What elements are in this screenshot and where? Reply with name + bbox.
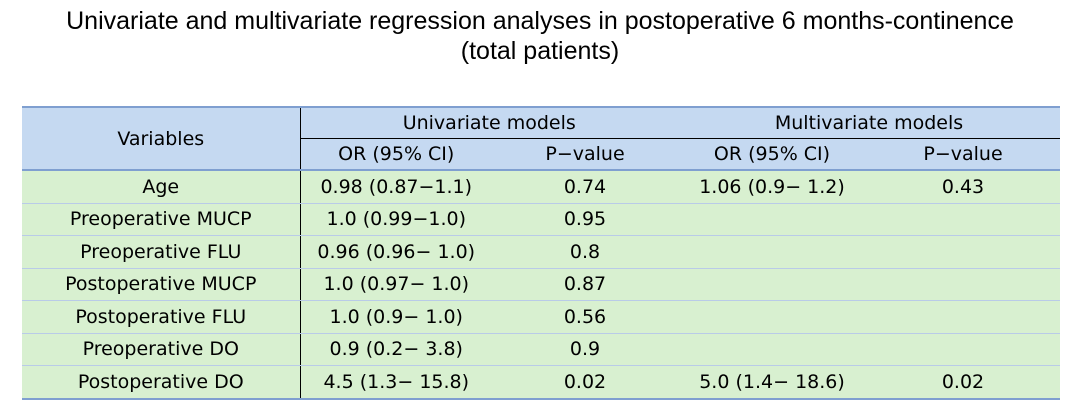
table-row: Preoperative MUCP 1.0 (0.99−1.0) 0.95	[22, 203, 1060, 236]
cell-uni-p: 0.02	[492, 365, 678, 400]
cell-multi-p	[866, 300, 1060, 334]
cell-multi-or	[678, 300, 866, 334]
header-multi-p: P−value	[866, 138, 1060, 171]
header-multi-or: OR (95% CI)	[678, 138, 866, 171]
cell-multi-p	[866, 333, 1060, 366]
regression-table: Variables Univariate models Multivariate…	[22, 106, 1060, 400]
table-row: Postoperative FLU 1.0 (0.9− 1.0) 0.56	[22, 300, 1060, 334]
cell-variable: Age	[22, 170, 301, 204]
cell-multi-p	[866, 268, 1060, 301]
table-body: Age 0.98 (0.87−1.1) 0.74 1.06 (0.9− 1.2) 0.4…	[22, 170, 1060, 400]
title-line-2: (total patients)	[460, 37, 620, 65]
cell-multi-or: 5.0 (1.4− 18.6)	[678, 365, 866, 400]
cell-uni-or: 0.9 (0.2− 3.8)	[299, 333, 492, 366]
table-header: Variables Univariate models Multivariate…	[22, 106, 1060, 171]
page-title: Univariate and multivariate regression a…	[0, 6, 1080, 66]
cell-multi-or	[678, 235, 866, 269]
table-row: Preoperative DO 0.9 (0.2− 3.8) 0.9	[22, 333, 1060, 366]
cell-variable: Postoperative MUCP	[22, 268, 301, 301]
cell-uni-p: 0.87	[492, 268, 678, 301]
cell-variable: Preoperative DO	[22, 333, 301, 366]
cell-uni-or: 1.0 (0.97− 1.0)	[299, 268, 492, 301]
header-uni-or: OR (95% CI)	[299, 138, 492, 171]
cell-multi-or	[678, 268, 866, 301]
table-row: Age 0.98 (0.87−1.1) 0.74 1.06 (0.9− 1.2) 0.4…	[22, 170, 1060, 204]
table-row: Postoperative DO 4.5 (1.3− 15.8) 0.02 5.0 (…	[22, 365, 1060, 400]
cell-uni-or: 1.0 (0.99−1.0)	[299, 203, 492, 236]
cell-uni-p: 0.9	[492, 333, 678, 366]
cell-variable: Preoperative FLU	[22, 235, 301, 269]
cell-uni-or: 4.5 (1.3− 15.8)	[299, 365, 492, 400]
cell-multi-or: 1.06 (0.9− 1.2)	[678, 170, 866, 204]
table-row: Postoperative MUCP 1.0 (0.97− 1.0) 0.87	[22, 268, 1060, 301]
cell-uni-p: 0.95	[492, 203, 678, 236]
header-uni-p: P−value	[492, 138, 678, 171]
cell-variable: Postoperative DO	[22, 365, 301, 400]
header-variables: Variables	[22, 106, 300, 171]
cell-multi-p: 0.43	[866, 170, 1060, 204]
title-line-1: Univariate and multivariate regression a…	[66, 7, 1014, 35]
header-multivariate: Multivariate models	[678, 106, 1060, 139]
table-row: Preoperative FLU 0.96 (0.96− 1.0) 0.8	[22, 235, 1060, 269]
cell-uni-p: 0.74	[492, 170, 678, 204]
cell-multi-p	[866, 235, 1060, 269]
cell-multi-or	[678, 333, 866, 366]
cell-uni-or: 0.96 (0.96− 1.0)	[299, 235, 492, 269]
header-univariate: Univariate models	[299, 106, 678, 139]
cell-multi-or	[678, 203, 866, 236]
cell-uni-p: 0.56	[492, 300, 678, 334]
cell-multi-p: 0.02	[866, 365, 1060, 400]
cell-uni-p: 0.8	[492, 235, 678, 269]
cell-variable: Preoperative MUCP	[22, 203, 301, 236]
cell-uni-or: 1.0 (0.9− 1.0)	[299, 300, 492, 334]
cell-uni-or: 0.98 (0.87−1.1)	[299, 170, 492, 204]
cell-multi-p	[866, 203, 1060, 236]
cell-variable: Postoperative FLU	[22, 300, 301, 334]
